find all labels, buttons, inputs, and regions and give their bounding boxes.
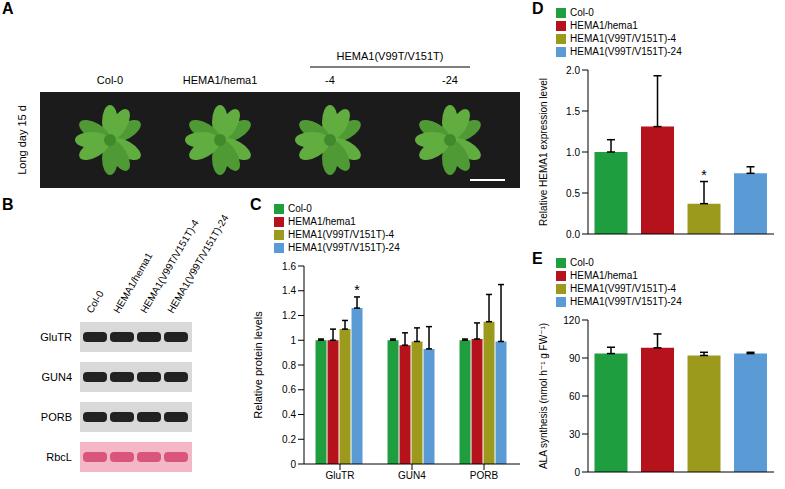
svg-text:Long day 15 d: Long day 15 d	[16, 105, 28, 175]
html-text:ALA synthesis (nmol h⁻¹ g FW⁻¹: ALA synthesis (nmol h⁻¹ g FW⁻¹)	[538, 322, 550, 470]
svg-text:60: 60	[569, 391, 581, 402]
html-text:D: D	[532, 0, 544, 17]
svg-text:0.4: 0.4	[282, 409, 296, 420]
html-text:Col-0: Col-0	[288, 203, 312, 214]
svg-text:30: 30	[569, 429, 581, 440]
svg-text:1.6: 1.6	[282, 261, 296, 272]
svg-text:-4: -4	[325, 74, 335, 86]
html-text:HEMA1(V99T/V151T)-24: HEMA1(V99T/V151T)-24	[570, 46, 682, 57]
html-text:Relative HEMA1 expression leve: Relative HEMA1 expression level	[538, 78, 550, 226]
svg-text:0.5: 0.5	[566, 188, 580, 199]
svg-text:0.8: 0.8	[282, 360, 296, 371]
svg-text:2.0: 2.0	[566, 65, 580, 76]
svg-text:-24: -24	[442, 74, 458, 86]
html-text:Col-0: Col-0	[570, 257, 594, 268]
html-text:HEMA1(V99T/V151T)-24: HEMA1(V99T/V151T)-24	[570, 296, 682, 307]
html-text:HEMA1/hema1: HEMA1/hema1	[288, 216, 356, 227]
svg-text:Col-0: Col-0	[97, 74, 123, 86]
html-text:B: B	[2, 196, 14, 213]
html-text:Relative protein levels: Relative protein levels	[251, 311, 264, 419]
html-text:C: C	[250, 196, 262, 213]
svg-text:0.6: 0.6	[282, 384, 296, 395]
html-text:A: A	[2, 0, 14, 17]
svg-text:120: 120	[563, 315, 580, 326]
svg-text:GluTR: GluTR	[326, 470, 355, 481]
html-text:HEMA1(V99T/V151T)-4: HEMA1(V99T/V151T)-4	[288, 229, 395, 240]
html-text:E: E	[532, 250, 543, 267]
svg-text:HEMA1/hema1: HEMA1/hema1	[111, 250, 155, 315]
svg-text:1: 1	[290, 335, 296, 346]
svg-text:0.0: 0.0	[566, 229, 580, 240]
html-text:HEMA1/hema1: HEMA1/hema1	[570, 270, 638, 281]
svg-text:HEMA1/hema1: HEMA1/hema1	[183, 74, 258, 86]
svg-text:HEMA1(V99T/V151T)-24: HEMA1(V99T/V151T)-24	[165, 212, 231, 315]
html-text:HEMA1(V99T/V151T)-24: HEMA1(V99T/V151T)-24	[288, 242, 400, 253]
svg-text:*: *	[354, 282, 360, 298]
svg-text:90: 90	[569, 353, 581, 364]
svg-text:1.5: 1.5	[566, 106, 580, 117]
svg-text:1.4: 1.4	[282, 285, 296, 296]
svg-text:PORB: PORB	[470, 470, 499, 481]
svg-text:1.0: 1.0	[566, 147, 580, 158]
svg-text:RbcL: RbcL	[46, 451, 72, 463]
svg-text:0.2: 0.2	[282, 434, 296, 445]
svg-text:GluTR: GluTR	[40, 331, 72, 343]
html-text:HEMA1(V99T/V151T)-4: HEMA1(V99T/V151T)-4	[570, 33, 677, 44]
html-text:HEMA1/hema1: HEMA1/hema1	[570, 20, 638, 31]
svg-text:PORB: PORB	[41, 411, 72, 423]
svg-text:HEMA1(V99T/V151T): HEMA1(V99T/V151T)	[337, 50, 444, 62]
svg-text:GUN4: GUN4	[398, 470, 426, 481]
svg-text:0: 0	[574, 467, 580, 478]
html-text:Col-0: Col-0	[570, 7, 594, 18]
svg-text:GUN4: GUN4	[41, 371, 72, 383]
svg-text:0: 0	[290, 459, 296, 470]
svg-text:1.2: 1.2	[282, 310, 296, 321]
svg-text:*: *	[701, 167, 707, 183]
html-text:HEMA1(V99T/V151T)-4: HEMA1(V99T/V151T)-4	[570, 283, 677, 294]
svg-text:Col-0: Col-0	[84, 288, 106, 315]
svg-text:HEMA1(V99T/V151T)-4: HEMA1(V99T/V151T)-4	[138, 217, 201, 315]
